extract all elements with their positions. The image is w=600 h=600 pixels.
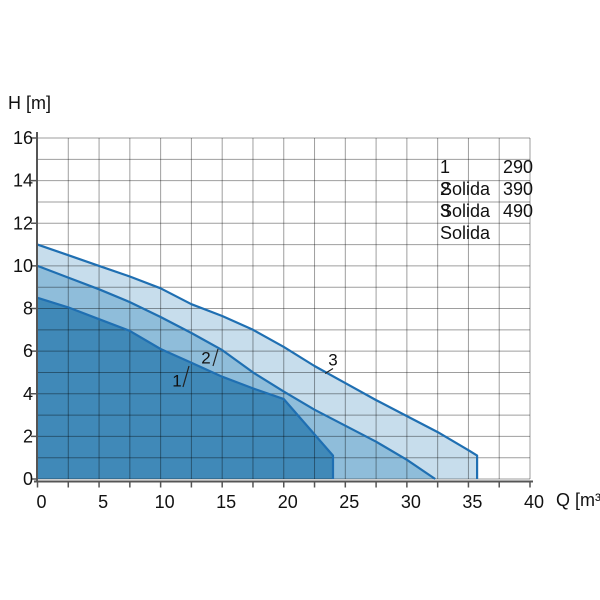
x-tick-label: 30 [401, 492, 421, 512]
x-tick-label: 5 [98, 492, 108, 512]
area-solida-290 [37, 297, 333, 479]
legend-label: 3 Solida [440, 201, 491, 243]
curve-lines [37, 243, 479, 480]
x-tick-label: 15 [216, 492, 236, 512]
y-tick-label: 12 [13, 213, 33, 233]
x-tick-label: 35 [462, 492, 482, 512]
y-tick-label: 8 [23, 299, 33, 319]
curve-solida-390 [37, 264, 436, 480]
legend: 1 Solida 290 2 Solida 390 3 Solida 490 [440, 156, 533, 243]
legend-item-solida-290: 1 Solida 290 [440, 156, 533, 199]
curve-label-3: 3 [328, 350, 338, 370]
legend-value: 390 [502, 179, 533, 199]
curve-areas [37, 244, 478, 479]
y-tick-label: 16 [13, 128, 33, 148]
y-axis-title: H [m] [8, 93, 51, 113]
y-tick-label: 6 [23, 341, 33, 361]
legend-value: 490 [502, 201, 533, 221]
curve-label-1: 1 [172, 371, 182, 391]
x-axis-title: Q [m³ [556, 490, 600, 510]
y-tick-label: 14 [13, 171, 33, 191]
x-tick-label: 10 [155, 492, 175, 512]
legend-value: 290 [502, 157, 533, 177]
x-tick-label: 25 [339, 492, 359, 512]
legend-label: 1 Solida [440, 157, 491, 199]
grid [37, 137, 531, 480]
x-tick-label: 40 [524, 492, 544, 512]
y-tick-label: 0 [23, 469, 33, 489]
x-tick-label: 20 [278, 492, 298, 512]
curve-solida-290 [37, 296, 335, 479]
leader-lines [182, 348, 334, 388]
y-tick-label: 4 [23, 384, 33, 404]
legend-label: 2 Solida [440, 179, 491, 221]
x-tick-label: 0 [36, 492, 46, 512]
curve-solida-490 [37, 243, 479, 479]
legend-item-solida-490: 3 Solida 490 [440, 200, 533, 243]
legend-item-solida-390: 2 Solida 390 [440, 178, 533, 221]
y-tick-label: 10 [13, 256, 33, 276]
axes [31, 132, 533, 488]
y-tick-label: 2 [23, 426, 33, 446]
curve-label-2: 2 [201, 348, 211, 368]
